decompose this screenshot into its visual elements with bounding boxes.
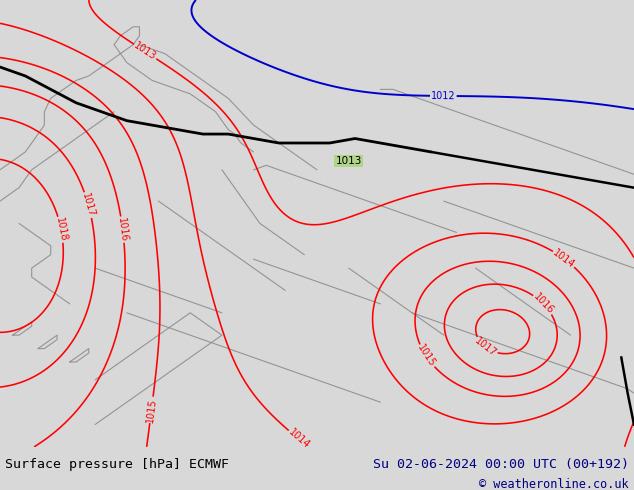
Text: 1014: 1014 — [286, 427, 311, 451]
Text: 1017: 1017 — [473, 336, 498, 359]
Text: 1017: 1017 — [80, 192, 96, 218]
Text: 1015: 1015 — [415, 343, 437, 369]
Text: Surface pressure [hPa] ECMWF: Surface pressure [hPa] ECMWF — [5, 458, 229, 470]
Text: 1013: 1013 — [132, 41, 158, 62]
Text: 1015: 1015 — [145, 397, 158, 423]
Text: Su 02-06-2024 00:00 UTC (00+192): Su 02-06-2024 00:00 UTC (00+192) — [373, 458, 629, 470]
Text: 1018: 1018 — [54, 217, 68, 243]
Text: 1013: 1013 — [335, 156, 362, 166]
Text: 1016: 1016 — [116, 217, 129, 243]
Text: 1014: 1014 — [551, 247, 577, 270]
Text: 1012: 1012 — [431, 91, 456, 101]
Text: © weatheronline.co.uk: © weatheronline.co.uk — [479, 478, 629, 490]
Text: 1016: 1016 — [531, 292, 555, 317]
